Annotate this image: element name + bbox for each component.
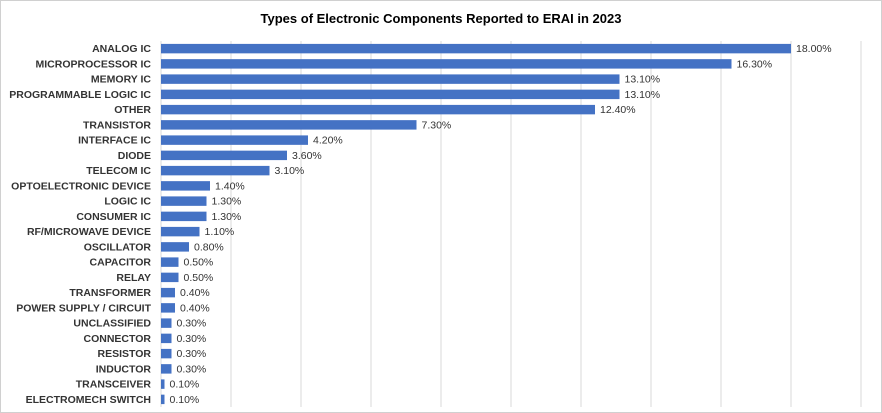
bar (161, 196, 207, 206)
bar (161, 394, 165, 405)
category-label: TRANSCEIVER (76, 379, 152, 391)
category-label: RELAY (116, 272, 151, 284)
bar (161, 318, 172, 328)
bar (161, 348, 172, 359)
value-label: 1.30% (212, 196, 242, 208)
value-label: 0.50% (184, 272, 214, 284)
category-label: OTHER (114, 104, 151, 116)
chart-title: Types of Electronic Components Reported … (261, 11, 622, 26)
value-label: 4.20% (313, 135, 343, 147)
category-labels: ANALOG IC MICROPROCESSOR IC MEMORY IC PROGR… (9, 43, 151, 406)
value-label: 0.40% (180, 287, 210, 299)
value-label: 0.10% (170, 379, 200, 391)
bar (161, 59, 732, 69)
category-label: MEMORY IC (91, 74, 152, 86)
category-label: ELECTROMECH SWITCH (26, 394, 151, 406)
category-label: RF/MICROWAVE DEVICE (27, 226, 151, 238)
bar (161, 272, 179, 283)
bar (161, 43, 791, 54)
value-label: 1.30% (212, 211, 242, 223)
category-label: OPTOELECTRONIC DEVICE (11, 180, 151, 192)
value-label: 16.30% (737, 58, 773, 70)
value-label: 0.30% (177, 333, 207, 345)
value-label: 1.40% (215, 180, 245, 192)
category-label: MICROPROCESSOR IC (35, 58, 151, 70)
value-label: 3.60% (292, 150, 322, 162)
category-label: PROGRAMMABLE LOGIC IC (9, 89, 151, 101)
value-label: 0.50% (184, 257, 214, 269)
category-label: CAPACITOR (90, 257, 152, 269)
bar (161, 135, 308, 145)
category-label: INTERFACE IC (78, 135, 151, 147)
category-label: TRANSFORMER (69, 287, 151, 299)
bar (161, 364, 172, 374)
value-label: 0.30% (177, 318, 207, 330)
category-label: INDUCTOR (96, 363, 152, 375)
bar (161, 150, 287, 161)
category-label: CONSUMER IC (76, 211, 151, 223)
value-label: 18.00% (796, 43, 832, 55)
value-label: 13.10% (625, 89, 661, 101)
category-label: TELECOM IC (86, 165, 151, 177)
value-label: 3.10% (275, 165, 305, 177)
category-label: LOGIC IC (104, 196, 151, 208)
value-labels: 18.00% 16.30% 13.10% 13.10% 12.40% 7.30% 4.20%… (170, 43, 832, 406)
category-label: RESISTOR (98, 348, 152, 360)
value-label: 12.40% (600, 104, 636, 116)
bar (161, 74, 620, 84)
category-label: TRANSISTOR (83, 119, 151, 131)
value-label: 0.10% (170, 394, 200, 406)
value-label: 1.10% (205, 226, 235, 238)
value-label: 7.30% (422, 119, 452, 131)
bar (161, 333, 172, 344)
bar (161, 242, 189, 252)
category-label: OSCILLATOR (84, 241, 152, 253)
bar (161, 287, 175, 298)
bars (161, 43, 791, 405)
value-label: 0.40% (180, 302, 210, 314)
bar (161, 104, 595, 115)
bar (161, 226, 200, 237)
category-label: POWER SUPPLY / CIRCUIT (16, 302, 151, 314)
value-label: 0.80% (194, 241, 224, 253)
value-label: 0.30% (177, 348, 207, 360)
bar (161, 165, 270, 176)
value-label: 0.30% (177, 363, 207, 375)
bar (161, 120, 417, 130)
bar (161, 181, 210, 191)
bar (161, 303, 175, 313)
category-label: UNCLASSIFIED (73, 318, 151, 330)
bar (161, 89, 620, 100)
bar (161, 211, 207, 222)
bar (161, 379, 165, 389)
category-label: CONNECTOR (84, 333, 152, 345)
value-label: 13.10% (625, 74, 661, 86)
grid-lines (160, 41, 862, 407)
bar (161, 257, 179, 267)
category-label: ANALOG IC (92, 43, 151, 55)
category-label: DIODE (118, 150, 151, 162)
